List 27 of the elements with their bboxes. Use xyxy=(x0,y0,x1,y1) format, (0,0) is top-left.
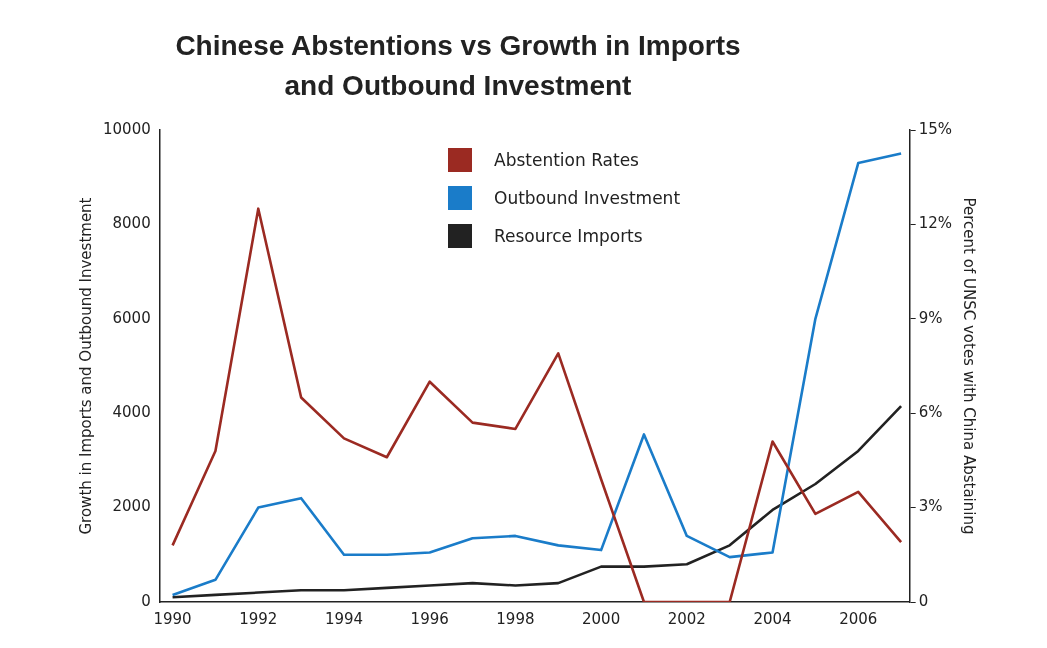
y-tick-label: 0 xyxy=(141,591,151,610)
y2-tick-label: 3% xyxy=(918,497,943,516)
legend-label: Resource Imports xyxy=(494,226,643,246)
y-tick-label: 10000 xyxy=(103,119,151,138)
legend-label: Outbound Investment xyxy=(494,188,681,208)
y2-tick-label: 6% xyxy=(918,403,943,422)
x-tick-label: 1992 xyxy=(239,609,278,628)
y2-tick-label: 15% xyxy=(918,119,952,138)
y-tick-label: 4000 xyxy=(112,403,151,422)
x-tick-label: 1996 xyxy=(410,609,449,628)
chart-title: Chinese Abstentions vs Growth in Imports and Outbound Investment xyxy=(174,29,742,103)
x-tick-label: 2000 xyxy=(582,609,621,628)
y-tick-label: 2000 xyxy=(112,497,151,516)
y-tick-label: 6000 xyxy=(112,308,151,327)
y-axis-title: Growth in Imports and Outbound Investment xyxy=(76,197,95,535)
legend-label: Abstention Rates xyxy=(494,150,639,170)
x-tick-label: 2006 xyxy=(839,609,878,628)
x-tick-label: 1998 xyxy=(496,609,535,628)
x-tick-label: 1994 xyxy=(324,609,364,628)
y2-tick-label: 9% xyxy=(918,308,943,327)
x-tick-label: 2004 xyxy=(753,609,792,628)
y2-tick-label: 12% xyxy=(918,214,952,233)
x-tick-label: 2002 xyxy=(667,609,706,628)
y2-tick-label: 0 xyxy=(918,591,929,610)
y-tick-label: 8000 xyxy=(112,214,151,233)
x-tick-label: 1990 xyxy=(153,609,192,628)
y2-axis-title: Percent of UNSC votes with China Abstaining xyxy=(960,197,979,535)
